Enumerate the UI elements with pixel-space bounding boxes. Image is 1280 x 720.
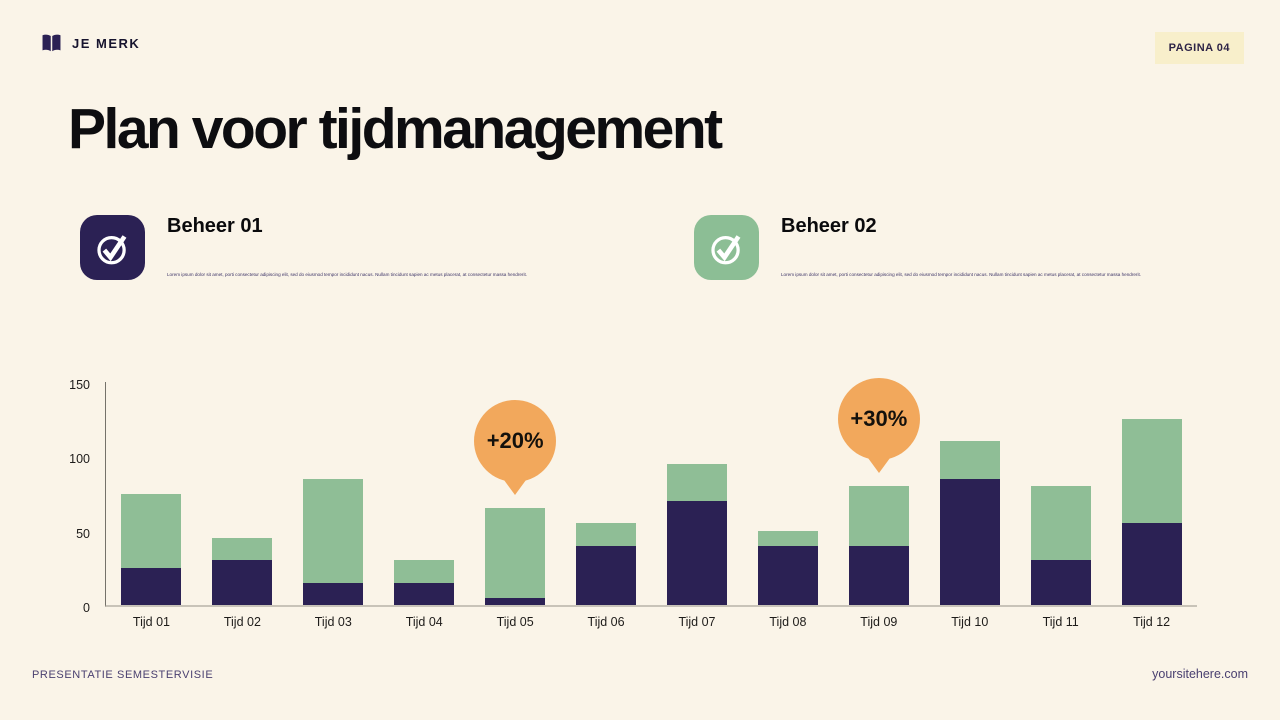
bar-segment-top-green xyxy=(394,560,455,583)
feature-texts: Beheer 02 Lorem ipsum dolor sit amet, po… xyxy=(781,215,1141,277)
bar-stack xyxy=(757,530,818,605)
slide-title: Plan voor tijdmanagement xyxy=(68,97,723,161)
annotation-tail xyxy=(504,480,527,496)
chart-column: Tijd 11 xyxy=(1015,382,1106,629)
bar-stack xyxy=(303,478,364,605)
feature-heading: Beheer 01 xyxy=(167,215,263,237)
bar-segment-bottom-navy xyxy=(394,582,455,605)
bar-segment-bottom-navy xyxy=(121,567,182,605)
chart-plot: Tijd 01 Tijd 02 Tijd 03 Tijd 04 Tijd 05 +20% T… xyxy=(105,378,1197,629)
chart-column: Tijd 09 +30% xyxy=(833,378,924,629)
feature-body: Lorem ipsum dolor sit amet, porti consec… xyxy=(781,272,1142,277)
x-tick-label: Tijd 04 xyxy=(405,615,443,629)
bar-stack xyxy=(394,560,455,605)
bar-segment-top-green xyxy=(576,523,637,546)
x-tick-label: Tijd 01 xyxy=(132,615,170,629)
feature-body: Lorem ipsum dolor sit amet, porti consec… xyxy=(167,272,528,277)
y-tick-label: 50 xyxy=(76,526,90,541)
footer-presentation-label: PRESENTATIE SEMESTERVISIE xyxy=(32,669,214,681)
feature-beheer-02: Beheer 02 Lorem ipsum dolor sit amet, po… xyxy=(694,215,1141,280)
feature-beheer-01: Beheer 01 Lorem ipsum dolor sit amet, po… xyxy=(80,215,527,280)
bar-stack xyxy=(1121,419,1182,605)
bar-segment-bottom-navy xyxy=(1030,560,1091,605)
x-tick-label: Tijd 10 xyxy=(951,615,989,629)
annotation-label: +20% xyxy=(486,428,544,454)
bar-segment-bottom-navy xyxy=(485,597,546,605)
chart-column: Tijd 12 xyxy=(1106,382,1197,629)
brand-logo: JE MERK xyxy=(40,33,140,54)
bar-stack xyxy=(212,538,273,605)
bar-segment-bottom-navy xyxy=(303,582,364,605)
bar-segment-top-green xyxy=(757,530,818,546)
chart-column: Tijd 10 xyxy=(924,382,1015,629)
bar-segment-bottom-navy xyxy=(212,560,273,605)
bar-segment-top-green xyxy=(303,478,364,583)
chart-column: Tijd 07 xyxy=(652,382,743,629)
bar-segment-bottom-navy xyxy=(1121,523,1182,605)
x-tick-label: Tijd 02 xyxy=(223,615,261,629)
annotation-label: +30% xyxy=(850,406,908,432)
bar-segment-top-green xyxy=(485,508,546,598)
x-tick-label: Tijd 08 xyxy=(769,615,807,629)
bar-segment-top-green xyxy=(212,538,273,561)
y-tick-label: 100 xyxy=(69,452,90,467)
bar-stack xyxy=(1030,486,1091,605)
y-tick-label: 0 xyxy=(83,601,90,615)
bar-segment-top-green xyxy=(1030,486,1091,561)
x-tick-label: Tijd 11 xyxy=(1042,615,1079,629)
chart-column: Tijd 08 xyxy=(742,382,833,629)
chart-column: Tijd 01 xyxy=(106,382,197,629)
bar-segment-bottom-navy xyxy=(848,545,909,605)
feature-texts: Beheer 01 Lorem ipsum dolor sit amet, po… xyxy=(167,215,527,277)
bar-stack xyxy=(939,441,1000,605)
feature-heading: Beheer 02 xyxy=(781,215,877,237)
bar-stack xyxy=(485,508,546,605)
bar-stack xyxy=(666,463,727,605)
chart-column: Tijd 05 +20% xyxy=(470,382,561,629)
bar-stack xyxy=(576,523,637,605)
chart-column: Tijd 03 xyxy=(288,382,379,629)
bar-segment-top-green xyxy=(848,486,909,546)
bar-segment-bottom-navy xyxy=(939,478,1000,605)
bar-stack xyxy=(121,493,182,605)
x-tick-label: Tijd 03 xyxy=(314,615,352,629)
x-tick-label: Tijd 06 xyxy=(587,615,625,629)
open-book-icon xyxy=(40,33,63,54)
page-number-badge: PAGINA 04 xyxy=(1154,32,1244,64)
footer-website-url: yoursitehere.com xyxy=(1152,667,1248,681)
chart-column: Tijd 04 xyxy=(379,382,470,629)
chart-column: Tijd 06 xyxy=(561,382,652,629)
bar-stack xyxy=(848,486,909,605)
brand-name: JE MERK xyxy=(72,36,141,51)
check-circle-icon xyxy=(694,215,759,280)
annotation-callout: +30% xyxy=(837,378,920,474)
x-tick-label: Tijd 09 xyxy=(860,615,898,629)
x-tick-label: Tijd 05 xyxy=(496,615,534,629)
bar-segment-bottom-navy xyxy=(576,545,637,605)
check-circle-icon xyxy=(80,215,145,280)
annotation-tail xyxy=(867,458,890,474)
bar-segment-bottom-navy xyxy=(666,500,727,605)
y-axis: 0 50 100 150 xyxy=(58,378,98,615)
annotation-callout: +20% xyxy=(474,400,557,496)
bar-segment-top-green xyxy=(939,441,1000,479)
bar-segment-bottom-navy xyxy=(757,545,818,605)
x-tick-label: Tijd 12 xyxy=(1133,615,1171,629)
bar-segment-top-green xyxy=(666,463,727,501)
x-tick-label: Tijd 07 xyxy=(678,615,716,629)
y-tick-label: 150 xyxy=(69,378,90,392)
bar-segment-top-green xyxy=(121,493,182,568)
bar-segment-top-green xyxy=(1121,419,1182,524)
chart-column: Tijd 02 xyxy=(197,382,288,629)
